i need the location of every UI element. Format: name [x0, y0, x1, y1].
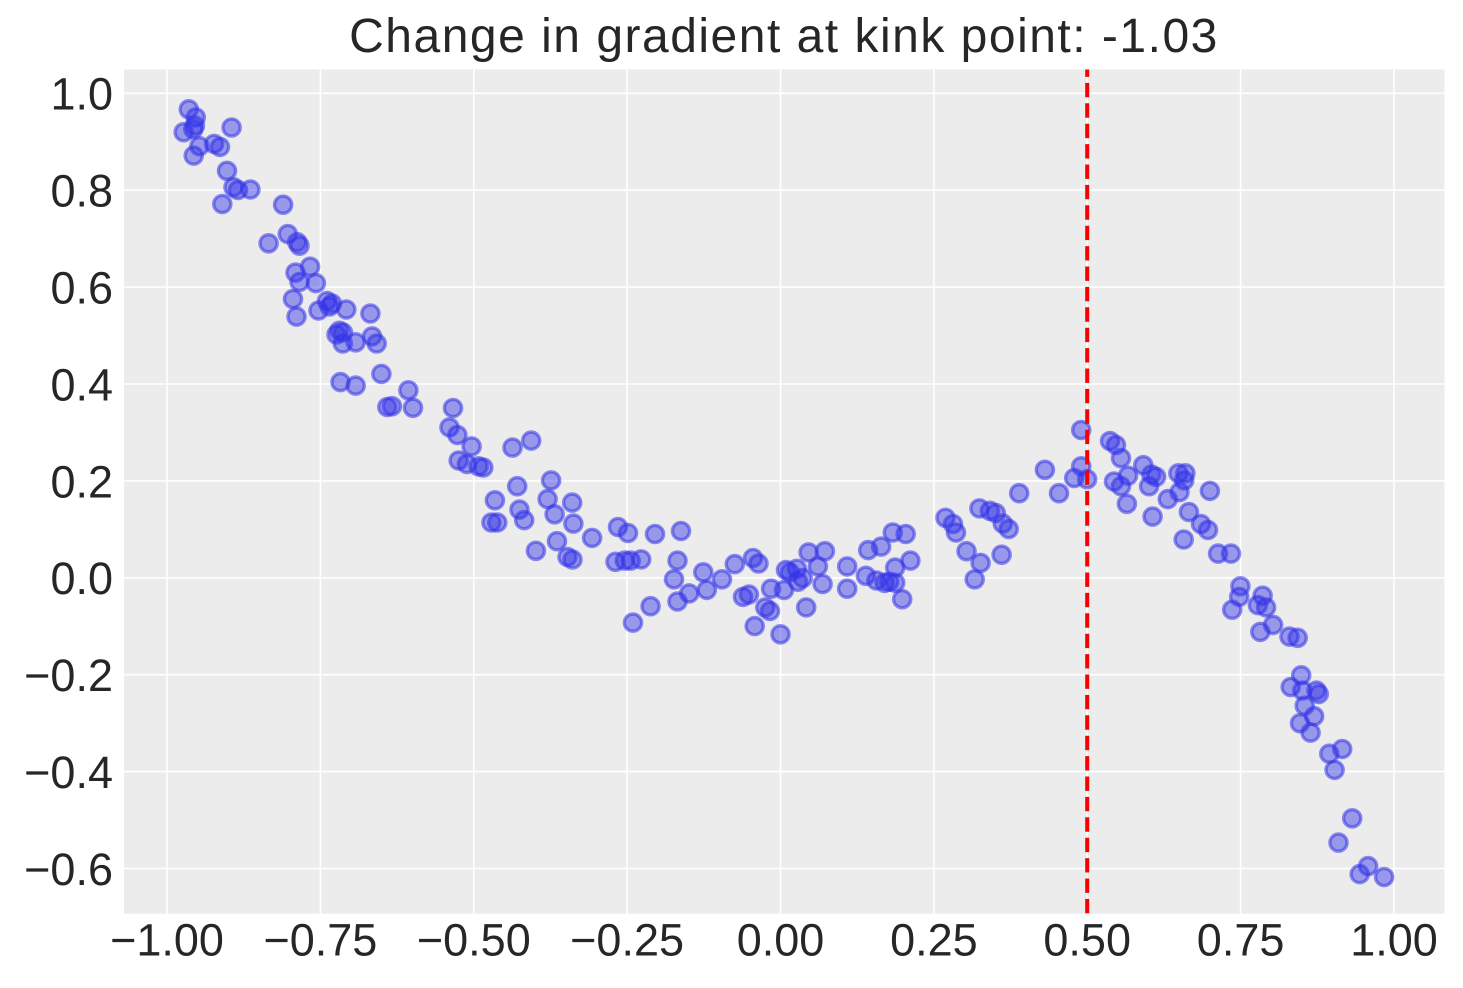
svg-text:0.8: 0.8	[50, 166, 113, 217]
svg-text:1.0: 1.0	[50, 69, 113, 120]
svg-text:−0.2: −0.2	[24, 650, 113, 701]
svg-text:−0.4: −0.4	[24, 747, 113, 798]
svg-text:−0.25: −0.25	[570, 915, 684, 966]
svg-text:0.4: 0.4	[50, 359, 113, 410]
svg-text:−0.75: −0.75	[263, 915, 377, 966]
svg-text:0.00: 0.00	[737, 915, 825, 966]
svg-text:0.0: 0.0	[50, 553, 113, 604]
svg-text:1.00: 1.00	[1350, 915, 1438, 966]
svg-text:0.2: 0.2	[50, 456, 113, 507]
svg-text:−0.6: −0.6	[24, 844, 113, 895]
svg-text:0.6: 0.6	[50, 263, 113, 314]
svg-text:0.75: 0.75	[1197, 915, 1285, 966]
svg-text:0.50: 0.50	[1043, 915, 1131, 966]
svg-text:−1.00: −1.00	[110, 915, 224, 966]
svg-text:−0.50: −0.50	[417, 915, 531, 966]
svg-text:0.25: 0.25	[890, 915, 978, 966]
svg-text:Change in gradient at kink poi: Change in gradient at kink point: -1.03	[349, 10, 1219, 63]
